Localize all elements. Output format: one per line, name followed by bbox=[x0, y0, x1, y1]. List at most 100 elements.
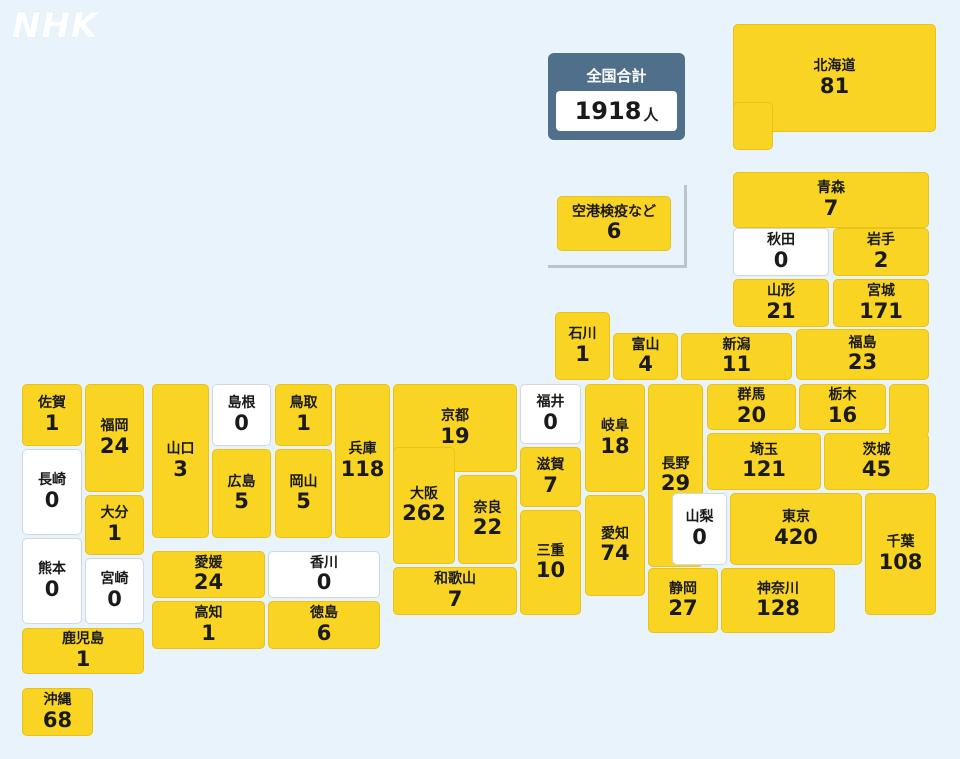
prefecture-name: 富山 bbox=[631, 336, 660, 353]
prefecture-count: 23 bbox=[847, 350, 878, 375]
prefecture-name: 千葉 bbox=[886, 534, 915, 551]
prefecture-tile: 北海道 81 bbox=[733, 24, 936, 132]
prefecture-name: 長野 bbox=[661, 455, 690, 472]
prefecture-name: 高知 bbox=[194, 605, 223, 622]
prefecture-tile: 千葉 108 bbox=[865, 493, 936, 615]
ibaraki-extension-shape bbox=[889, 384, 929, 436]
prefecture-count: 22 bbox=[472, 515, 503, 540]
prefecture-name: 岩手 bbox=[867, 232, 895, 249]
prefecture-count: 0 bbox=[234, 410, 249, 435]
prefecture-name: 宮城 bbox=[867, 283, 895, 300]
prefecture-name: 山形 bbox=[767, 283, 795, 300]
prefecture-tile: 埼玉 121 bbox=[707, 433, 821, 490]
prefecture-tile: 神奈川 128 bbox=[721, 568, 835, 633]
prefecture-name: 兵庫 bbox=[348, 441, 377, 458]
prefecture-count: 4 bbox=[638, 352, 653, 377]
prefecture-name: 宮崎 bbox=[100, 571, 129, 588]
prefecture-count: 7 bbox=[447, 586, 463, 611]
prefecture-name: 群馬 bbox=[737, 387, 766, 404]
prefecture-tile: 山形 21 bbox=[733, 279, 829, 327]
prefecture-tile: 長崎 0 bbox=[22, 449, 82, 535]
prefecture-tile: 岐阜 18 bbox=[585, 384, 645, 492]
prefecture-name: 大阪 bbox=[410, 485, 438, 502]
prefecture-tile: 茨城 45 bbox=[824, 433, 929, 490]
prefecture-count: 1 bbox=[296, 410, 311, 435]
prefecture-count: 118 bbox=[340, 456, 385, 481]
prefecture-count: 108 bbox=[878, 549, 923, 574]
prefecture-tile: 沖縄 68 bbox=[22, 688, 93, 736]
prefecture-count: 1 bbox=[201, 620, 216, 645]
prefecture-count: 1 bbox=[44, 410, 60, 435]
prefecture-count: 1 bbox=[575, 341, 590, 366]
prefecture-name: 福岡 bbox=[100, 418, 129, 435]
prefecture-count: 7 bbox=[823, 195, 839, 220]
prefecture-count: 81 bbox=[819, 73, 850, 98]
national-total-box: 全国合計 1918 人 bbox=[548, 53, 685, 140]
prefecture-tile: 愛媛 24 bbox=[152, 551, 265, 598]
prefecture-count: 10 bbox=[535, 558, 566, 583]
prefecture-name: 茨城 bbox=[862, 441, 891, 458]
prefecture-tile: 香川 0 bbox=[268, 551, 380, 598]
prefecture-name: 岐阜 bbox=[601, 418, 629, 435]
prefecture-tile: 福井 0 bbox=[520, 384, 581, 444]
national-total-count: 1918 bbox=[574, 97, 642, 125]
prefecture-name: 京都 bbox=[441, 408, 469, 425]
prefecture-tile: 岩手 2 bbox=[833, 228, 929, 276]
prefecture-count: 0 bbox=[543, 409, 558, 434]
prefecture-tile: 愛知 74 bbox=[585, 495, 645, 596]
prefecture-name: 山口 bbox=[166, 441, 195, 458]
prefecture-tile: 滋賀 7 bbox=[520, 447, 581, 507]
prefecture-count: 29 bbox=[660, 471, 691, 496]
prefecture-count: 0 bbox=[107, 586, 122, 611]
prefecture-tile: 岡山 5 bbox=[275, 449, 332, 538]
prefecture-count: 27 bbox=[668, 596, 698, 621]
prefecture-name: 沖縄 bbox=[43, 692, 72, 709]
prefecture-count: 11 bbox=[721, 352, 752, 377]
prefecture-name: 秋田 bbox=[767, 232, 795, 249]
prefecture-tile: 佐賀 1 bbox=[22, 384, 82, 446]
prefecture-tile: 奈良 22 bbox=[458, 475, 517, 564]
prefecture-tile: 静岡 27 bbox=[648, 568, 718, 633]
prefecture-name: 神奈川 bbox=[757, 580, 799, 597]
prefecture-name: 島根 bbox=[227, 395, 256, 412]
prefecture-name: 佐賀 bbox=[38, 395, 66, 412]
prefecture-name: 山梨 bbox=[685, 509, 714, 526]
prefecture-name: 熊本 bbox=[38, 561, 66, 578]
prefecture-name: 石川 bbox=[568, 326, 597, 343]
prefecture-count: 5 bbox=[296, 489, 311, 514]
prefecture-count: 1 bbox=[75, 646, 91, 671]
prefecture-count: 2 bbox=[873, 247, 889, 272]
prefecture-name: 滋賀 bbox=[536, 457, 565, 474]
prefecture-tile: 大阪 262 bbox=[393, 447, 455, 564]
prefecture-name: 岡山 bbox=[289, 473, 318, 490]
prefecture-name: 広島 bbox=[227, 473, 256, 490]
prefecture-name: 埼玉 bbox=[750, 441, 778, 458]
prefecture-count: 128 bbox=[756, 596, 800, 621]
prefecture-count: 0 bbox=[44, 487, 60, 512]
prefecture-count: 24 bbox=[99, 433, 130, 458]
prefecture-name: 長崎 bbox=[38, 472, 66, 489]
prefecture-tile: 石川 1 bbox=[555, 312, 610, 380]
prefecture-count: 21 bbox=[766, 298, 796, 323]
prefecture-tile: 東京 420 bbox=[730, 493, 862, 565]
prefecture-name: 鹿児島 bbox=[62, 631, 104, 648]
prefecture-tile: 福島 23 bbox=[796, 329, 929, 380]
prefecture-count: 45 bbox=[861, 457, 892, 482]
national-total-unit: 人 bbox=[643, 105, 659, 124]
prefecture-tile: 福岡 24 bbox=[85, 384, 144, 492]
prefecture-tile: 鹿児島 1 bbox=[22, 628, 144, 674]
prefecture-count: 262 bbox=[402, 501, 446, 526]
prefecture-name: 鳥取 bbox=[289, 395, 318, 412]
prefecture-tile: 栃木 16 bbox=[799, 384, 886, 430]
prefecture-tile: 鳥取 1 bbox=[275, 384, 332, 446]
prefecture-tile: 徳島 6 bbox=[268, 601, 380, 649]
prefecture-name: 東京 bbox=[782, 509, 810, 526]
prefecture-name: 和歌山 bbox=[434, 571, 476, 588]
nhk-logo: NHK bbox=[12, 6, 99, 46]
prefecture-tile: 三重 10 bbox=[520, 510, 581, 615]
hokkaido-extension-shape bbox=[733, 102, 773, 150]
prefecture-name: 栃木 bbox=[828, 387, 857, 404]
prefecture-count: 1 bbox=[107, 520, 122, 545]
prefecture-count: 24 bbox=[193, 570, 224, 595]
prefecture-count: 0 bbox=[44, 576, 60, 601]
